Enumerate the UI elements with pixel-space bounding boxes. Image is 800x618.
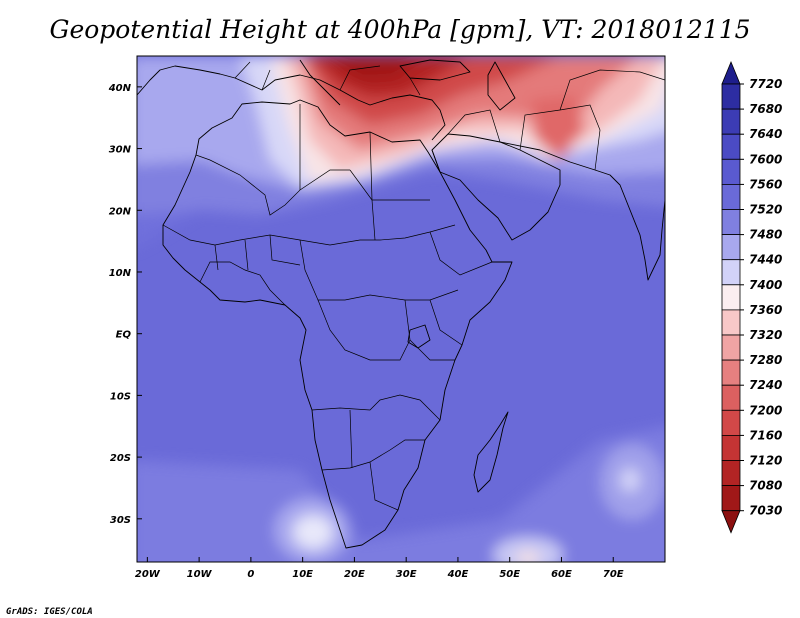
latitude-axis: 40N 30N 20N 10N EQ 10S 20S 30S: [108, 83, 142, 526]
border-angola-zambia: [311, 394, 441, 421]
colorbar-swatch: [721, 234, 741, 261]
lat-tick-label: 30N: [109, 145, 132, 156]
lat-tick-label: 10N: [109, 268, 132, 279]
colorbar-swatch: [721, 259, 741, 286]
colorbar-label: 7200: [749, 403, 782, 417]
colorbar-label: 7120: [749, 454, 782, 468]
colorbar-label: 7720: [749, 77, 782, 91]
field-band-7030: [330, 56, 420, 80]
lat-tick-label: 10S: [110, 391, 131, 402]
colorbar-label: 7480: [749, 228, 782, 242]
border-ethiopia: [429, 231, 493, 276]
figure-title: Geopotential Height at 400hPa [gpm], VT:…: [49, 15, 750, 44]
colorbar-swatch: [721, 108, 741, 135]
colorbar-swatch: [721, 359, 741, 386]
colorbar-swatch: [721, 183, 741, 210]
lon-tick-label: 20W: [135, 569, 161, 580]
colorbar-top-arrow: [721, 60, 741, 85]
colorbar-label: 7640: [749, 127, 782, 141]
colorbar-swatch: [721, 284, 741, 311]
colorbar-swatch: [721, 309, 741, 336]
lon-tick-label: 10W: [187, 569, 213, 580]
colorbar-swatch: [721, 485, 741, 512]
field-high-atlantic-core: [293, 515, 333, 549]
colorbar-swatch: [721, 434, 741, 461]
coastlines: [137, 59, 665, 549]
colorbar-label: 7030: [749, 504, 782, 518]
italy-coastline: [299, 59, 341, 106]
border-west-africa: [199, 234, 301, 306]
colorbar-label: 7560: [749, 177, 782, 191]
colorbar-swatch: [721, 334, 741, 361]
border-europe: [234, 61, 421, 96]
africa-coastline: [162, 99, 513, 549]
field-band-7480-south: [137, 427, 665, 562]
lat-tick-label: 40N: [108, 83, 132, 94]
colorbar-swatch: [721, 158, 741, 185]
lon-tick-label: 0: [247, 569, 254, 580]
colorbar-swatch: [721, 83, 741, 110]
colorbar-swatch: [721, 133, 741, 160]
lon-tick-label: 70E: [603, 569, 624, 580]
colorbar-label: 7440: [749, 253, 782, 267]
colorbar-label: 7360: [749, 303, 782, 317]
caspian-coastline: [487, 61, 516, 111]
grads-credit: GrADS: IGES/COLA: [6, 607, 93, 617]
border-sahara-west: [195, 154, 350, 216]
lat-tick-label: EQ: [116, 330, 132, 341]
lon-tick-label: 10E: [292, 569, 313, 580]
colorbar-swatch: [721, 409, 741, 436]
colorbar-label: 7520: [749, 203, 782, 217]
colorbar-swatch: [721, 460, 741, 487]
lon-tick-label: 30E: [396, 569, 417, 580]
lat-tick-label: 20N: [109, 206, 132, 217]
madagascar-coastline: [473, 411, 509, 493]
lat-tick-label: 30S: [110, 515, 131, 526]
arabia-coastline: [431, 133, 561, 241]
colorbar-bottom-arrow: [721, 510, 741, 534]
lon-tick-label: 40E: [447, 569, 469, 580]
colorbar-label: 7280: [749, 353, 782, 367]
lon-tick-label: 60E: [551, 569, 572, 580]
border-southern-africa: [321, 409, 425, 511]
field-high-madagascar-south: [493, 537, 563, 562]
colorbar: 7720 7680 7640 7600 7560 7520 7480 7440 7400 7360…: [721, 60, 782, 534]
country-borders: [162, 61, 665, 511]
border-central: [299, 239, 459, 301]
height-field: [137, 56, 665, 562]
colorbar-label: 7600: [749, 152, 782, 166]
border-middle-east: [447, 69, 665, 171]
colorbar-label: 7400: [749, 278, 782, 292]
border-libya-egypt: [299, 104, 430, 201]
colorbar-label: 7080: [749, 479, 782, 493]
field-low-arabia: [530, 95, 585, 160]
colorbar-swatch: [721, 209, 741, 236]
map-panel: [137, 56, 665, 562]
red-sea-coast: [431, 149, 441, 173]
lon-tick-label: 20E: [344, 569, 365, 580]
colorbar-swatch: [721, 384, 741, 411]
field-high-madagascar-south-core: [516, 551, 540, 562]
europe-coastline: [137, 65, 446, 141]
lon-tick-label: 50E: [499, 569, 520, 580]
longitude-axis: 20W 10W 0 10E 20E 30E 40E 50E 60E 70E: [135, 557, 624, 580]
border-sahel: [162, 224, 456, 246]
map-frame: [136, 55, 666, 563]
india-coastline: [594, 169, 665, 281]
field-high-indian-ocean-core: [620, 468, 640, 492]
border-east-africa: [409, 299, 463, 361]
colorbar-label: 7680: [749, 102, 782, 116]
lake-victoria: [407, 324, 431, 349]
colorbar-label: 7320: [749, 328, 782, 342]
colorbar-label: 7160: [749, 428, 782, 442]
iran-coastline: [499, 141, 596, 171]
colorbar-label: 7240: [749, 378, 782, 392]
lat-tick-label: 20S: [110, 453, 131, 464]
